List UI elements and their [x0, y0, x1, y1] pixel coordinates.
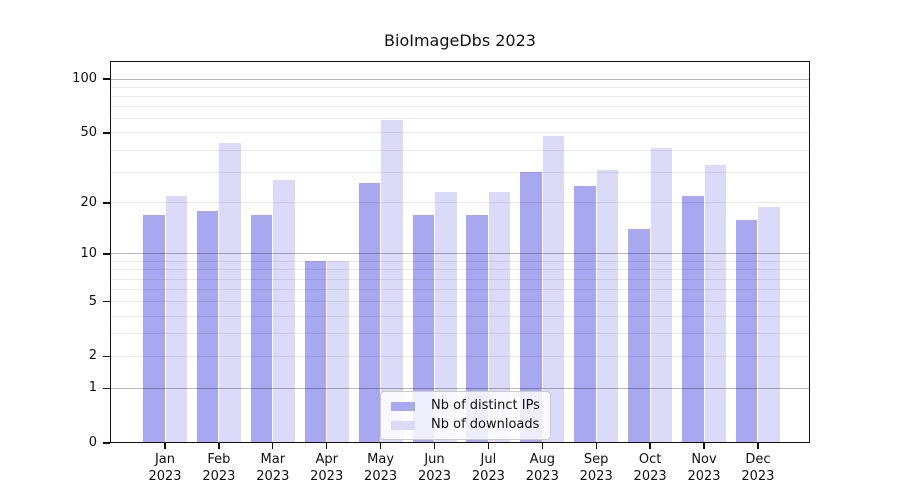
- y-tick-50: [103, 132, 110, 134]
- x-tick-label-aug: Aug 2023: [525, 452, 559, 484]
- bar-nb-of-distinct-ips-nov: [682, 195, 704, 443]
- gridline-minor-y-9: [110, 260, 810, 262]
- gridline-minor-y-70: [110, 106, 810, 108]
- y-tick-label-5: 5: [88, 293, 97, 309]
- x-tick-jul: [487, 443, 490, 449]
- x-tick-label-feb: Feb 2023: [202, 452, 236, 484]
- bar-nb-of-downloads-mar: [273, 180, 295, 443]
- gridline-minor-y-50: [110, 132, 810, 134]
- x-tick-nov: [703, 443, 705, 449]
- legend-label-downloads: Nb of downloads: [431, 417, 540, 432]
- bar-nb-of-distinct-ips-may: [358, 183, 381, 443]
- x-tick-label-sep: Sep 2023: [579, 452, 613, 484]
- y-tick-10: [103, 253, 110, 255]
- x-tick-feb: [218, 443, 220, 449]
- gridline-minor-y-8: [110, 269, 810, 271]
- x-tick-label-oct: Oct 2023: [633, 452, 667, 484]
- legend-swatch-distinct-ips: [391, 401, 415, 411]
- x-tick-label-apr: Apr 2023: [310, 452, 344, 484]
- bar-nb-of-distinct-ips-apr: [304, 261, 327, 443]
- y-tick-label-0: 0: [88, 435, 97, 450]
- gridline-minor-y-2: [110, 355, 810, 357]
- gridlines-layer: [110, 61, 810, 443]
- bar-nb-of-distinct-ips-dec: [735, 219, 758, 443]
- gridline-minor-y-20: [110, 202, 810, 204]
- bar-nb-of-distinct-ips-mar: [250, 215, 273, 443]
- gridline-major-y-100: [110, 78, 810, 80]
- bar-nb-of-distinct-ips-aug: [520, 172, 542, 443]
- gridline-minor-y-90: [110, 86, 810, 88]
- gridline-minor-y-6: [110, 289, 810, 291]
- x-tick-label-mar: Mar 2023: [256, 452, 290, 484]
- bar-nb-of-distinct-ips-sep: [574, 186, 596, 443]
- x-tick-jun: [433, 443, 436, 449]
- x-tick-label-jan: Jan 2023: [148, 452, 182, 484]
- y-tick-label-100: 100: [72, 71, 97, 87]
- bar-nb-of-downloads-sep: [596, 169, 619, 443]
- x-tick-label-dec: Dec 2023: [741, 452, 775, 484]
- bar-nb-of-downloads-apr: [327, 261, 349, 443]
- chart-title: BioImageDbs 2023: [384, 31, 536, 50]
- gridline-minor-y-30: [110, 171, 810, 173]
- y-tick-20: [103, 202, 110, 204]
- y-tick-5: [103, 301, 110, 303]
- bar-nb-of-downloads-nov: [704, 164, 726, 443]
- plot-area: 0 1 2 5 10 20 50 100 Jan 2023 Feb 2023 Mar 2023 Ap…: [72, 61, 810, 484]
- gridline-major-y-1: [110, 387, 810, 389]
- gridline-minor-y-40: [110, 149, 810, 151]
- y-tick-label-20: 20: [80, 194, 97, 210]
- gridline-minor-y-5: [110, 301, 810, 303]
- x-tick-oct: [649, 443, 651, 449]
- x-tick-label-jul: Jul 2023: [471, 452, 505, 484]
- bar-nb-of-distinct-ips-feb: [196, 210, 219, 443]
- bar-nb-of-distinct-ips-jul: [466, 215, 488, 443]
- x-tick-aug: [541, 443, 543, 449]
- legend-swatch-downloads: [391, 420, 415, 430]
- x-tick-label-nov: Nov 2023: [687, 452, 721, 484]
- x-tick-dec: [757, 443, 759, 449]
- y-tick-label-2: 2: [88, 348, 97, 364]
- gridline-minor-y-80: [110, 95, 810, 97]
- legend-label-distinct-ips: Nb of distinct IPs: [431, 398, 540, 413]
- y-tick-1: [103, 387, 110, 389]
- x-tick-may: [379, 443, 382, 449]
- bar-nb-of-downloads-oct: [650, 148, 673, 443]
- x-tick-sep: [595, 443, 597, 449]
- bar-nb-of-downloads-may: [381, 120, 403, 443]
- y-tick-label-10: 10: [80, 245, 97, 261]
- y-tick-2: [103, 355, 110, 357]
- y-tick-label-1: 1: [88, 380, 97, 396]
- x-tick-apr: [326, 443, 328, 449]
- bar-nb-of-distinct-ips-jun: [412, 215, 434, 443]
- legend-entry-downloads: Nb of downloads: [391, 417, 540, 433]
- gridline-minor-y-7: [110, 278, 810, 280]
- gridline-major-y-10: [110, 253, 810, 255]
- y-tick-0: [103, 442, 110, 444]
- legend-entry-distinct-ips: Nb of distinct IPs: [391, 398, 540, 414]
- bar-nb-of-downloads-jul: [488, 192, 511, 443]
- bar-nb-of-downloads-aug: [542, 136, 565, 443]
- gridline-minor-y-4: [110, 315, 810, 317]
- gridline-minor-y-60: [110, 118, 810, 120]
- bar-nb-of-downloads-dec: [758, 206, 780, 443]
- bar-nb-of-distinct-ips-oct: [628, 229, 650, 443]
- x-tick-jan: [164, 443, 166, 449]
- gridline-minor-y-3: [110, 333, 810, 335]
- x-tick-mar: [272, 443, 274, 449]
- bar-nb-of-downloads-jun: [435, 192, 457, 443]
- x-tick-label-jun: Jun 2023: [417, 452, 452, 484]
- y-tick-100: [103, 78, 110, 80]
- bars-layer: [110, 61, 810, 443]
- y-tick-label-50: 50: [80, 124, 97, 140]
- bar-nb-of-downloads-feb: [219, 142, 241, 443]
- x-tick-label-may: May 2023: [364, 452, 398, 484]
- legend: Nb of distinct IPs Nb of downloads: [380, 391, 551, 440]
- bar-nb-of-downloads-jan: [165, 195, 187, 443]
- bar-nb-of-distinct-ips-jan: [143, 215, 165, 443]
